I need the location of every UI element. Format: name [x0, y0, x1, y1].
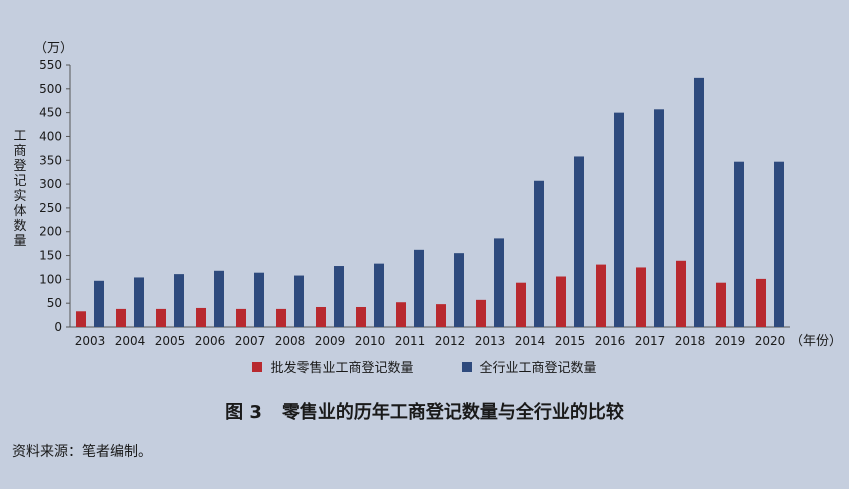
y-tick-label: 200: [39, 225, 62, 239]
y-axis-title-char: 商: [13, 144, 26, 159]
y-tick-label: 550: [39, 58, 62, 72]
bar-all-industry: [694, 77, 704, 327]
x-tick-label: 2020: [755, 334, 786, 348]
y-tick-label: 0: [54, 320, 62, 334]
y-tick-label: 350: [39, 153, 62, 167]
bar-all-industry: [334, 266, 344, 327]
y-tick-label: 50: [47, 296, 62, 310]
bar-all-industry: [614, 112, 624, 328]
bar-retail: [596, 264, 606, 327]
bars: [76, 77, 784, 328]
x-tick-label: 2011: [395, 334, 426, 348]
x-tick-label: 2019: [715, 334, 746, 348]
legend-label-retail: 批发零售业工商登记数量: [270, 361, 414, 376]
bar-retail: [236, 308, 246, 327]
x-tick-label: 2012: [435, 334, 466, 348]
bar-retail: [76, 311, 86, 327]
y-axis-title-char: 数: [13, 219, 26, 234]
bar-all-industry: [534, 180, 544, 327]
legend-label-all: 全行业工商登记数量: [479, 361, 597, 376]
bar-all-industry: [494, 238, 504, 327]
bar-all-industry: [454, 253, 464, 327]
legend-swatch-retail: [252, 361, 263, 372]
y-axis-unit: （万）: [34, 41, 73, 56]
legend-item-retail: 批发零售业工商登记数量: [252, 357, 414, 376]
bar-retail: [556, 276, 566, 327]
bar-retail: [636, 267, 646, 327]
bar-all-industry: [734, 161, 744, 327]
legend: 批发零售业工商登记数量 全行业工商登记数量: [0, 357, 849, 376]
legend-swatch-all: [461, 361, 472, 372]
bar-retail: [116, 308, 126, 327]
bar-all-industry: [254, 272, 264, 327]
figure-title: 零售业的历年工商登记数量与全行业的比较: [281, 402, 624, 423]
bar-all-industry: [654, 109, 664, 327]
bar-retail: [436, 304, 446, 327]
x-tick-label: 2015: [555, 334, 586, 348]
bar-retail: [716, 282, 726, 327]
x-axis-unit: （年份）: [790, 334, 842, 349]
y-axis-title-char: 实: [13, 189, 26, 204]
y-tick-label: 300: [39, 177, 62, 191]
bar-all-industry: [214, 270, 224, 327]
x-tick-label: 2008: [275, 334, 306, 348]
bar-all-industry: [414, 249, 424, 327]
bar-all-industry: [134, 277, 144, 327]
x-tick-label: 2013: [475, 334, 506, 348]
y-tick-label: 250: [39, 201, 62, 215]
x-tick-label: 2006: [195, 334, 226, 348]
y-tick-label: 500: [39, 82, 62, 96]
bar-retail: [156, 308, 166, 327]
figure-number: 图 3: [225, 402, 262, 423]
bar-retail: [756, 278, 766, 327]
figure-caption: 图 3 零售业的历年工商登记数量与全行业的比较: [0, 398, 849, 424]
bar-all-industry: [774, 161, 784, 327]
x-tick-label: 2017: [635, 334, 666, 348]
source-note: 资料来源：笔者编制。: [12, 444, 152, 460]
x-tick-label: 2010: [355, 334, 386, 348]
x-tick-label: 2007: [235, 334, 266, 348]
x-tick-label: 2004: [115, 334, 146, 348]
x-tick-label: 2009: [315, 334, 346, 348]
x-axis: 2003 2004 2005 2006 2007 2008 2009 2010 2011 2012…: [75, 334, 786, 348]
bar-all-industry: [94, 280, 104, 327]
y-axis-title-char: 体: [13, 204, 26, 219]
x-tick-label: 2016: [595, 334, 626, 348]
bar-all-industry: [294, 275, 304, 327]
y-tick-label: 400: [39, 129, 62, 143]
x-tick-label: 2014: [515, 334, 546, 348]
legend-item-all: 全行业工商登记数量: [461, 357, 597, 376]
y-axis: 0 50 100 150 200 250 300 350 400 450 500 550: [39, 58, 790, 334]
y-tick-label: 100: [39, 272, 62, 286]
bar-retail: [196, 307, 206, 327]
x-tick-label: 2003: [75, 334, 106, 348]
y-axis-title-char: 登: [13, 159, 26, 174]
y-tick-label: 150: [39, 249, 62, 263]
y-tick-label: 450: [39, 106, 62, 120]
y-axis-title-char: 量: [13, 234, 26, 249]
bar-retail: [476, 299, 486, 327]
bar-all-industry: [574, 156, 584, 327]
bar-retail: [676, 260, 686, 327]
y-axis-title-char: 记: [13, 174, 26, 189]
bar-all-industry: [374, 263, 384, 327]
x-tick-label: 2018: [675, 334, 706, 348]
bar-retail: [516, 282, 526, 327]
x-tick-label: 2005: [155, 334, 186, 348]
bar-retail: [276, 308, 286, 327]
bar-retail: [396, 302, 406, 327]
bar-retail: [356, 306, 366, 327]
bar-retail: [316, 306, 326, 327]
y-axis-title-char: 工: [13, 129, 26, 144]
bar-all-industry: [174, 274, 184, 327]
